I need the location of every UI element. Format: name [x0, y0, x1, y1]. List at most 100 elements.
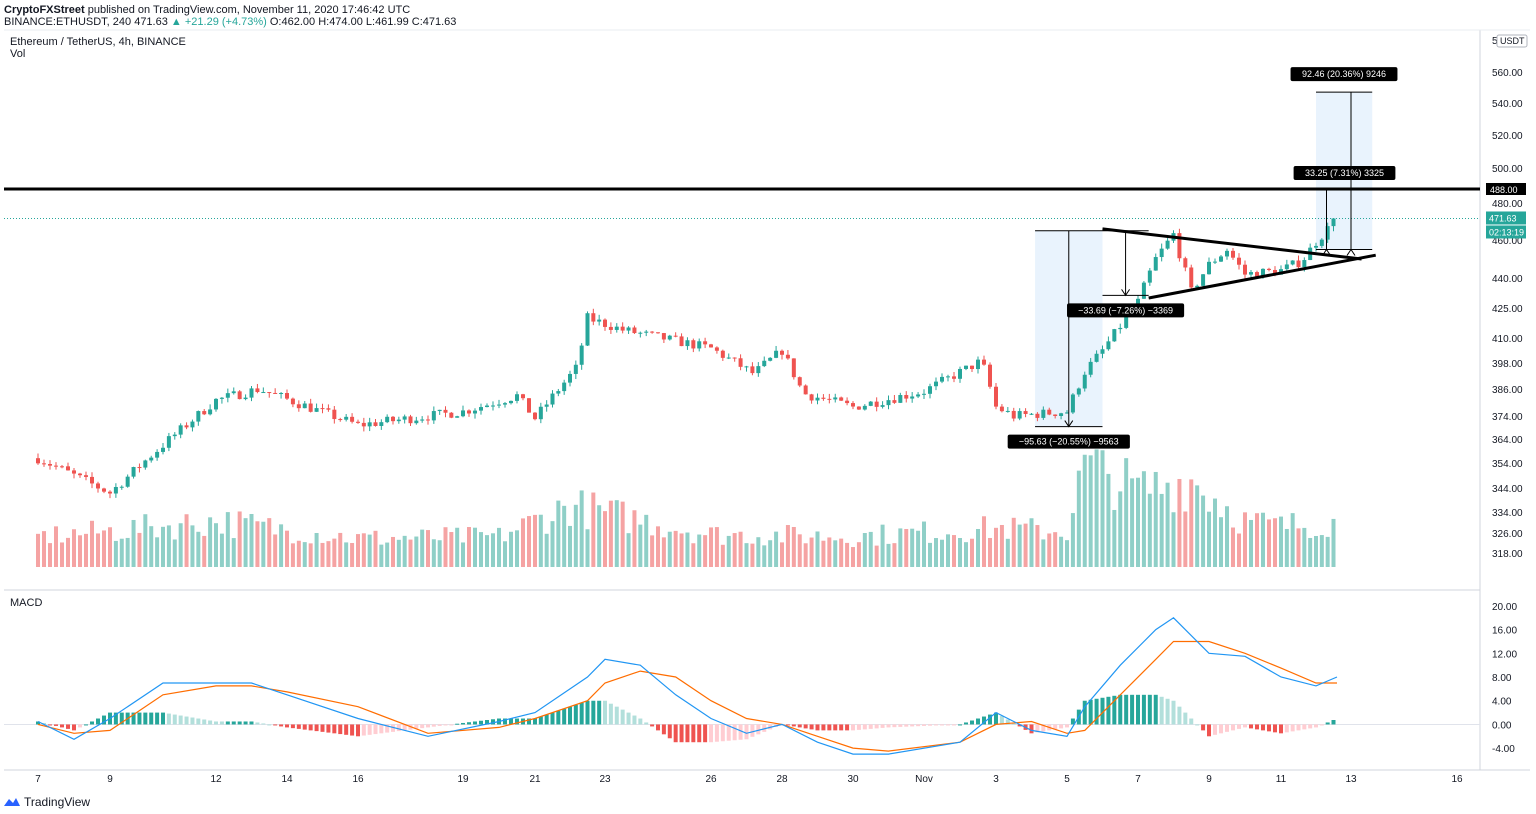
macd-histogram-bar	[791, 724, 796, 727]
macd-histogram-bar	[976, 718, 980, 725]
volume-legend[interactable]: Vol	[10, 48, 26, 60]
time-tick-label: 9	[1206, 774, 1212, 785]
volume-bar	[970, 538, 974, 567]
candle-body	[527, 398, 531, 413]
candle-body	[946, 376, 950, 378]
volume-bar	[898, 528, 903, 567]
volume-bar	[538, 514, 543, 567]
candle-body	[821, 397, 826, 399]
candle-body	[332, 409, 337, 420]
macd-histogram-bar	[999, 716, 1004, 725]
price-tick-label: 560.00	[1492, 68, 1523, 79]
measure-up-label: 92.46 (20.36%) 9246	[1302, 69, 1386, 79]
candle-body	[455, 416, 460, 418]
volume-bar	[184, 514, 189, 567]
macd-histogram-bar	[1201, 724, 1206, 731]
volume-bar	[597, 505, 602, 567]
volume-bar	[809, 537, 814, 567]
volume-bar	[768, 540, 773, 567]
candle-body	[431, 411, 436, 421]
volume-bar	[1249, 519, 1253, 567]
candle-body	[1053, 414, 1058, 417]
macd-histogram-bar	[1065, 724, 1069, 728]
volume-bar	[585, 529, 590, 567]
symbol-legend[interactable]: Ethereum / TetherUS, 4h, BINANCE	[10, 36, 186, 48]
volume-bar	[1219, 517, 1223, 567]
price-tick-label: 334.00	[1492, 508, 1523, 519]
candle-body	[290, 398, 295, 405]
macd-histogram-bar	[461, 722, 465, 725]
candle-body	[521, 394, 525, 399]
macd-histogram-bar	[608, 703, 613, 725]
candle-body	[1189, 267, 1194, 288]
candle-body	[279, 393, 284, 395]
volume-bar	[550, 521, 555, 567]
macd-histogram-bar	[964, 722, 968, 725]
volume-bar	[685, 532, 690, 567]
candle-body	[285, 393, 289, 399]
macd-histogram-bar	[261, 723, 266, 725]
volume-bar	[202, 535, 207, 567]
volume-bar	[934, 538, 938, 567]
volume-bar	[1261, 512, 1265, 567]
macd-histogram-bar	[273, 724, 278, 726]
volume-bar	[1171, 512, 1176, 567]
macd-histogram-bar	[113, 712, 118, 725]
candle-body	[970, 365, 974, 370]
macd-histogram-bar	[1029, 724, 1034, 734]
candle-body	[809, 394, 814, 401]
volume-bar	[302, 542, 307, 567]
time-tick-label: 26	[705, 774, 717, 785]
candle-body	[603, 319, 607, 327]
macd-legend[interactable]: MACD	[10, 597, 43, 609]
volume-bar	[928, 542, 932, 567]
candle-body	[208, 409, 213, 415]
macd-histogram-bar	[267, 724, 272, 726]
macd-histogram-bar	[644, 722, 649, 725]
candle-body	[113, 486, 118, 494]
macd-histogram-bar	[821, 724, 826, 731]
volume-bar	[426, 530, 430, 567]
macd-histogram-bar	[155, 712, 160, 725]
volume-bar	[803, 543, 808, 567]
volume-bar	[1165, 482, 1170, 567]
volume-bar	[431, 539, 436, 567]
volume-bar	[709, 527, 713, 567]
volume-bar	[533, 514, 537, 567]
tradingview-logo[interactable]: TradingView	[4, 795, 90, 809]
macd-histogram-bar	[988, 714, 992, 725]
macd-histogram-bar	[940, 724, 944, 726]
volume-bar	[515, 530, 519, 567]
macd-histogram-bar	[1094, 698, 1099, 725]
volume-bar	[1279, 516, 1283, 567]
candle-body	[237, 391, 242, 400]
candle-body	[467, 410, 471, 414]
candle-body	[994, 386, 998, 407]
volume-bar	[785, 525, 790, 567]
volume-bar	[744, 543, 749, 567]
candle-body	[738, 358, 743, 367]
candle-body	[1141, 282, 1146, 299]
macd-histogram-bar	[78, 724, 82, 728]
macd-histogram-bar	[697, 724, 702, 743]
volume-bar	[608, 500, 613, 567]
time-tick-label: 13	[1345, 774, 1357, 785]
volume-bar	[143, 514, 148, 567]
candle-body	[1243, 264, 1247, 275]
volume-bar	[54, 526, 58, 567]
macd-histogram-bar	[650, 724, 655, 727]
author-name[interactable]: CryptoFXStreet	[4, 4, 85, 16]
time-tick-label: 14	[281, 774, 293, 785]
candle-body	[78, 473, 82, 476]
candle-body	[90, 476, 94, 484]
volume-bar	[851, 547, 855, 567]
candle-body	[934, 381, 938, 387]
candle-body	[632, 327, 637, 334]
macd-histogram-bar	[797, 724, 802, 728]
macd-histogram-bar	[568, 706, 572, 725]
volume-bar	[208, 517, 213, 567]
macd-histogram-bar	[515, 718, 519, 725]
candle-body	[827, 398, 832, 400]
measure-mid-label: −33.69 (−7.26%) −3369	[1078, 305, 1173, 315]
